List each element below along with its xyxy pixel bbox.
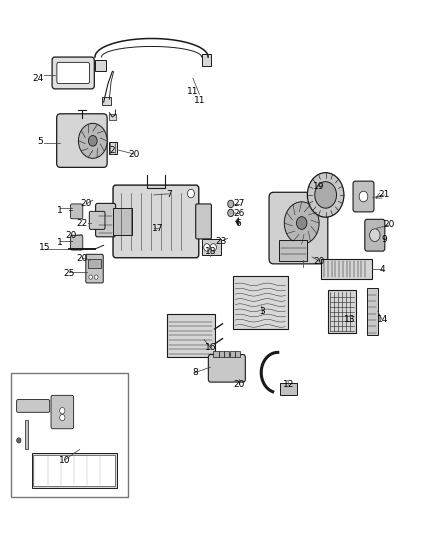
Bar — [219, 351, 224, 357]
Text: 22: 22 — [76, 219, 88, 228]
FancyBboxPatch shape — [57, 62, 89, 84]
Bar — [279, 240, 307, 261]
Circle shape — [359, 191, 368, 202]
FancyBboxPatch shape — [89, 212, 105, 229]
Bar — [95, 60, 106, 71]
Text: 10: 10 — [59, 456, 70, 465]
Bar — [367, 288, 378, 335]
Text: 4: 4 — [379, 265, 385, 273]
Circle shape — [88, 135, 97, 146]
Text: 11: 11 — [194, 96, 205, 105]
FancyBboxPatch shape — [95, 204, 116, 237]
FancyBboxPatch shape — [52, 57, 94, 89]
Circle shape — [89, 275, 92, 279]
Text: 3: 3 — [260, 307, 265, 316]
Text: 15: 15 — [39, 244, 51, 253]
Circle shape — [60, 408, 65, 414]
Polygon shape — [236, 217, 239, 225]
Text: 19: 19 — [313, 182, 325, 191]
Bar — [213, 351, 219, 357]
Bar — [25, 420, 28, 449]
Bar — [280, 383, 297, 395]
Bar — [167, 314, 215, 357]
Text: 12: 12 — [283, 379, 294, 389]
Text: 26: 26 — [233, 209, 244, 218]
Text: 25: 25 — [63, 269, 74, 278]
Text: 16: 16 — [205, 343, 216, 352]
FancyBboxPatch shape — [57, 114, 107, 167]
Text: 1: 1 — [57, 238, 63, 247]
FancyBboxPatch shape — [269, 192, 328, 264]
Text: 20: 20 — [233, 379, 244, 389]
Text: 13: 13 — [344, 315, 355, 324]
Circle shape — [210, 244, 216, 251]
Text: 27: 27 — [233, 199, 244, 208]
FancyBboxPatch shape — [196, 204, 212, 239]
FancyBboxPatch shape — [71, 204, 83, 219]
Text: 11: 11 — [187, 87, 199, 96]
Bar — [33, 455, 116, 486]
Circle shape — [297, 216, 307, 229]
Text: 23: 23 — [215, 237, 227, 246]
Text: 14: 14 — [377, 315, 388, 324]
Bar — [109, 142, 117, 154]
Text: 20: 20 — [128, 150, 140, 159]
Text: 2: 2 — [110, 147, 115, 156]
Text: 21: 21 — [379, 190, 390, 199]
Text: 5: 5 — [38, 138, 43, 147]
Circle shape — [17, 438, 21, 443]
Text: 8: 8 — [192, 368, 198, 377]
Circle shape — [95, 275, 98, 279]
Text: 20: 20 — [81, 199, 92, 208]
Circle shape — [370, 229, 380, 241]
Bar — [233, 276, 288, 329]
Text: 20: 20 — [383, 220, 395, 229]
Circle shape — [315, 182, 336, 208]
Bar — [32, 453, 117, 488]
Circle shape — [307, 173, 344, 217]
Bar — [202, 239, 221, 255]
Bar — [11, 373, 128, 497]
FancyBboxPatch shape — [353, 181, 374, 212]
FancyBboxPatch shape — [113, 185, 199, 258]
Circle shape — [228, 200, 234, 208]
FancyBboxPatch shape — [365, 219, 385, 251]
Text: 6: 6 — [236, 219, 241, 228]
Circle shape — [228, 209, 234, 216]
Bar — [235, 351, 240, 357]
Text: 18: 18 — [205, 247, 216, 256]
Bar — [110, 114, 116, 120]
Text: 9: 9 — [381, 236, 387, 245]
FancyBboxPatch shape — [86, 254, 103, 283]
Bar — [328, 290, 356, 333]
Circle shape — [284, 202, 319, 244]
Text: 1: 1 — [57, 206, 63, 215]
Bar — [88, 259, 101, 268]
Bar — [201, 54, 211, 66]
Bar — [102, 98, 111, 106]
Circle shape — [187, 189, 194, 198]
Bar — [224, 351, 230, 357]
Text: 20: 20 — [314, 257, 325, 265]
FancyBboxPatch shape — [71, 235, 83, 250]
Text: 24: 24 — [33, 74, 44, 83]
Circle shape — [78, 123, 107, 158]
FancyBboxPatch shape — [208, 354, 245, 382]
Text: 20: 20 — [65, 231, 77, 240]
Circle shape — [204, 244, 210, 251]
Text: 20: 20 — [76, 254, 88, 263]
FancyBboxPatch shape — [17, 400, 49, 413]
Text: 7: 7 — [166, 190, 172, 199]
Circle shape — [60, 415, 65, 421]
Bar — [321, 259, 371, 279]
FancyBboxPatch shape — [51, 395, 74, 429]
Bar — [113, 208, 132, 235]
Bar — [230, 351, 235, 357]
Text: 17: 17 — [152, 224, 164, 233]
